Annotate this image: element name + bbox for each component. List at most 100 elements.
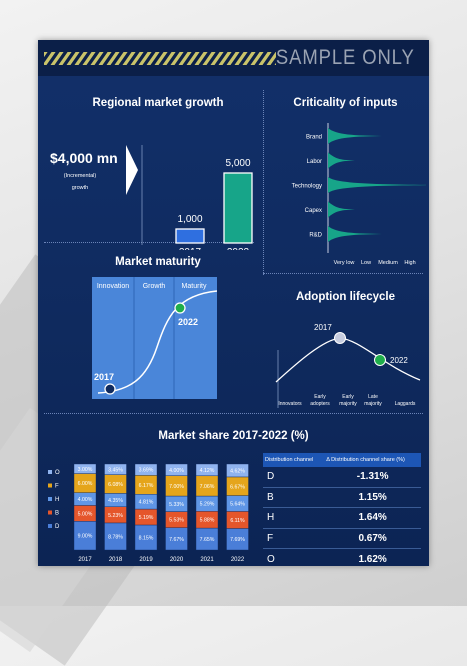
adoption-end-label: 2022 (390, 356, 408, 365)
stack-segment-O-2019 (134, 463, 158, 476)
growth-note-line1: (Incremental) (63, 173, 97, 179)
criticality-spike-technology (328, 177, 426, 193)
legend-swatch-H (48, 497, 52, 501)
adoption-title: Adoption lifecycle (295, 291, 396, 303)
stack-value-label: 4.00% (78, 497, 93, 503)
delta-cell: 1.62% (324, 548, 421, 566)
stack-value-label: 7.06% (200, 484, 215, 490)
arrow-indicator (126, 145, 138, 195)
divider-horizontal-left (44, 242, 254, 243)
stack-year-label: 2018 (109, 557, 123, 563)
header-bar: SAMPLE ONLY (38, 40, 429, 76)
stack-segment-O-2018 (104, 463, 127, 475)
stack-value-label: 4.12% (200, 468, 215, 474)
stack-year-label: 2022 (231, 557, 245, 563)
channel-cell: B (263, 487, 325, 509)
stack-value-label: 3.00% (78, 467, 93, 473)
legend-swatch-O (48, 470, 52, 474)
criticality-level-label: Low (361, 260, 371, 266)
growth-bar-value-label: 1,000 (177, 214, 202, 225)
stage-innovators: Innovators (278, 401, 302, 407)
adoption-2017-marker (334, 332, 346, 344)
criticality-category-label: R&D (309, 233, 322, 239)
stack-value-label: 3.69% (139, 468, 154, 474)
share-change-table: Distribution channel Δ Distribution chan… (263, 453, 421, 566)
stack-value-label: 8.78% (108, 534, 123, 540)
maturity-panel (92, 277, 217, 399)
stack-value-label: 4.81% (139, 500, 154, 506)
stack-value-label: 7.67% (169, 537, 184, 543)
stack-value-label: 7.00% (169, 484, 184, 490)
stage-laggards: Laggards (395, 401, 416, 407)
table-row: B 1.15% (263, 487, 421, 509)
stack-year-label: 2019 (139, 557, 153, 563)
legend-label-D: D (55, 524, 60, 530)
table-row: D -1.31% (263, 467, 421, 488)
criticality-category-label: Capex (305, 208, 322, 214)
legend-label-B: B (55, 511, 59, 517)
adoption-start-label: 2017 (314, 323, 332, 332)
stack-segment-O-2021 (195, 463, 219, 477)
delta-cell: 0.67% (324, 528, 421, 550)
growth-bar-value-label: 5,000 (225, 158, 250, 169)
delta-cell: 1.64% (324, 507, 421, 529)
stack-year-label: 2020 (170, 557, 184, 563)
stack-value-label: 6.17% (139, 483, 154, 489)
stack-value-label: 7.65% (200, 537, 215, 543)
growth-amount: $4,000 mn (50, 150, 118, 166)
legend-swatch-F (48, 483, 52, 488)
legend-swatch-B (48, 510, 52, 515)
infographic-poster: SAMPLE ONLY Regional market growth $4,00… (38, 40, 429, 566)
delta-cell: 1.15% (324, 487, 421, 509)
adoption-2022-marker (374, 354, 386, 366)
stack-year-label: 2021 (200, 557, 214, 563)
stack-value-label: 5.29% (200, 502, 215, 508)
stack-value-label: 5.88% (200, 518, 215, 524)
stack-value-label: 6.11% (230, 518, 245, 524)
channel-cell: F (263, 528, 325, 550)
phase-label-growth: Growth (143, 283, 166, 290)
stack-value-label: 8.15% (139, 535, 154, 541)
criticality-level-label: Very low (334, 260, 355, 266)
sample-only-title: SAMPLE ONLY (276, 46, 415, 69)
stack-value-label: 4.35% (108, 498, 123, 504)
criticality-category-label: Brand (306, 135, 322, 141)
regional-growth-chart: 1,000 2017 5,000 2022 (126, 145, 253, 250)
stack-value-label: 5.23% (108, 513, 123, 519)
stack-value-label: 5.33% (169, 502, 184, 508)
criticality-spike-capex (328, 201, 355, 218)
stack-value-label: 5.53% (169, 518, 184, 524)
criticality-title: Criticality of inputs (293, 97, 398, 109)
divider-horizontal-bottom (44, 413, 423, 414)
stack-value-label: 7.69% (230, 537, 245, 543)
divider-vertical-top (263, 90, 264, 275)
criticality-spike-rd (328, 226, 382, 242)
stack-value-label: 6.67% (230, 484, 245, 490)
growth-note-line2: growth (71, 185, 89, 191)
legend-label-H: H (55, 497, 59, 503)
hatch-stripes (44, 52, 276, 65)
stack-segment-O-2022 (226, 463, 249, 478)
phase-label-innovation: Innovation (97, 283, 129, 290)
regional-growth-title: Regional market growth (92, 97, 224, 109)
table-row: O 1.62% (263, 548, 421, 566)
criticality-category-label: Technology (292, 184, 322, 190)
growth-bar-2022 (223, 172, 253, 244)
stack-value-label: 5.64% (230, 501, 245, 507)
start-point-marker (104, 383, 116, 395)
channel-cell: H (263, 507, 325, 529)
criticality-chart: Brand Labor Technology Capex R&D Very low Low M… (292, 123, 426, 266)
growth-bar-year-label: 2022 (227, 247, 250, 250)
stack-value-label: 4.00% (169, 468, 184, 474)
stack-value-label: 4.62% (230, 468, 245, 474)
stack-value-label: 3.45% (108, 467, 123, 473)
table-header-channel: Distribution channel (263, 453, 325, 467)
table-header-delta: Δ Distribution channel share (%) (324, 453, 421, 467)
delta-cell: -1.31% (324, 467, 421, 488)
stage-late-majority: Late majority (364, 394, 382, 407)
table-header-row: Distribution channel Δ Distribution chan… (263, 453, 421, 467)
table-row: H 1.64% (263, 507, 421, 529)
market-share-title: Market share 2017-2022 (%) (158, 430, 309, 442)
stack-value-label: 9.00% (78, 534, 93, 540)
adoption-chart: 2017 2022 Innovators Early adopters Early… (275, 323, 421, 408)
